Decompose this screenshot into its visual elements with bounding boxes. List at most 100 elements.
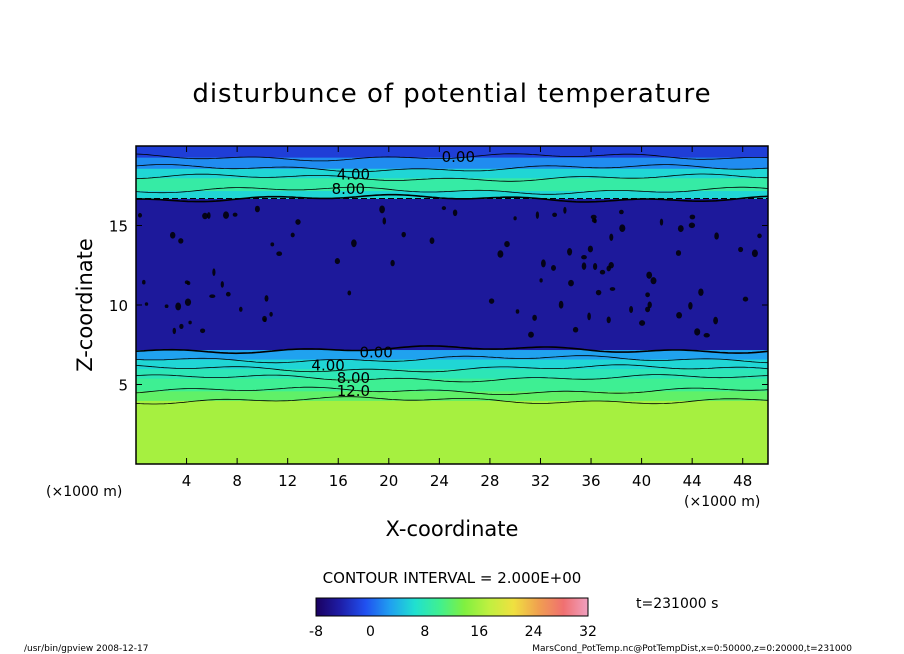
contour-speckle [581, 262, 587, 270]
contour-speckle [688, 302, 693, 310]
contour-speckle [379, 205, 385, 214]
contour-speckle [590, 214, 597, 220]
contour-speckle [184, 298, 192, 306]
x-axis-ticks: 4 8 12 16 20 24 28 32 36 40 44 48 [182, 146, 752, 490]
contour-speckle [179, 323, 184, 329]
contour-speckle [572, 326, 579, 333]
contour-speckle [551, 264, 556, 271]
contour-line-7 [136, 186, 768, 195]
contour-speckle [541, 259, 546, 268]
heatmap-band-11 [136, 146, 768, 158]
contour-speckle [689, 214, 696, 220]
contour-line-3 [136, 364, 768, 373]
contour-interval: CONTOUR INTERVAL = 2.000E+00 [323, 569, 582, 587]
contour-speckle [703, 333, 710, 338]
contour-speckle [713, 316, 719, 325]
contour-speckle [629, 305, 634, 314]
colorbar-tick-label: 0 [366, 624, 375, 640]
colorbar-tick-label: -8 [309, 624, 323, 640]
contour-speckle [528, 331, 534, 338]
contour-speckle [209, 294, 216, 299]
contour-speckle [488, 298, 495, 304]
x-tick-label: 4 [182, 472, 192, 490]
x-tick-label: 32 [531, 472, 550, 490]
contour-line-4 [136, 355, 768, 364]
contour-speckle [688, 222, 696, 229]
contour-speckle [568, 279, 574, 287]
x-tick-label: 8 [232, 472, 242, 490]
contour-speckle [239, 306, 243, 312]
contour-speckle [137, 213, 143, 218]
contour-speckle [206, 212, 211, 219]
contour-label-5: 8.00 [337, 369, 370, 387]
contour-label-3: 0.00 [359, 344, 392, 362]
contour-speckle [269, 311, 273, 317]
contour-speckle [698, 288, 704, 296]
colorbar-tick-label: 32 [579, 624, 597, 640]
heatmap-band-2 [136, 378, 768, 392]
contour-speckle [164, 304, 169, 309]
contour-line-9 [136, 164, 768, 173]
contour-speckle [587, 312, 591, 321]
contour-speckle [142, 279, 146, 285]
contour-speckle [751, 249, 758, 258]
contour-speckle [225, 291, 231, 297]
heatmap-bands [136, 146, 768, 464]
x-axis-label: X-coordinate [386, 517, 519, 541]
heatmap-band-9 [136, 168, 768, 179]
contour-speckle [587, 245, 594, 253]
x-tick-label: 36 [581, 472, 600, 490]
contour-speckle [515, 309, 520, 314]
contour-speckle [677, 225, 684, 233]
contour-speckle [539, 278, 543, 283]
heatmap-band-5 [136, 349, 768, 360]
contour-label-4: 4.00 [311, 356, 344, 374]
contour-speckle [645, 306, 651, 313]
contour-speckle [188, 320, 192, 325]
contour-speckle [263, 318, 267, 323]
colorbar [315, 597, 589, 617]
colorbar-tick-label: 8 [420, 624, 429, 640]
contour-speckle [595, 289, 602, 296]
x-tick-label: 16 [329, 472, 348, 490]
x-tick-label: 12 [278, 472, 297, 490]
x-tick-label: 44 [683, 472, 702, 490]
contour-speckle [347, 290, 352, 296]
colorbar-ticks: -8 0 8 16 24 32 [309, 624, 597, 640]
contour-speckle [558, 300, 564, 309]
heatmap-band-10 [136, 157, 768, 169]
x-tick-label: 40 [632, 472, 651, 490]
heatmap-band-7 [136, 190, 768, 199]
contour-speckle [738, 246, 744, 253]
contour-speckle [650, 277, 657, 285]
colorbar-tick-label: 24 [525, 624, 543, 640]
contour-line-1 [136, 386, 768, 395]
contour-speckle [295, 219, 301, 225]
contour-speckle [222, 211, 230, 219]
contour-speckle [619, 224, 626, 233]
heatmap-band-1 [136, 390, 768, 401]
contour-speckle [606, 316, 611, 324]
contour-speckle [276, 251, 283, 257]
chart-title: disturbunce of potential temperature [192, 79, 711, 109]
x-unit-left: (×1000 m) [46, 484, 122, 500]
contour-label-2: 8.00 [332, 180, 365, 198]
contour-speckle [563, 206, 567, 214]
contour-speckle [581, 255, 587, 260]
contour-speckle [184, 280, 190, 285]
x-tick-label: 48 [733, 472, 752, 490]
contour-speckle [567, 247, 573, 256]
x-tick-label: 28 [480, 472, 499, 490]
contour-speckle [270, 242, 275, 247]
contour-line-8 [136, 173, 768, 182]
contour-speckle [497, 250, 504, 258]
contour-label-1: 4.00 [337, 166, 370, 184]
contour-speckle [591, 218, 597, 223]
contour-speckle [609, 287, 616, 291]
contour-speckle [659, 218, 664, 226]
contour-speckle [742, 296, 749, 302]
contour-speckle [606, 265, 611, 272]
contour-speckle [645, 292, 650, 298]
contour-speckle [429, 237, 435, 245]
